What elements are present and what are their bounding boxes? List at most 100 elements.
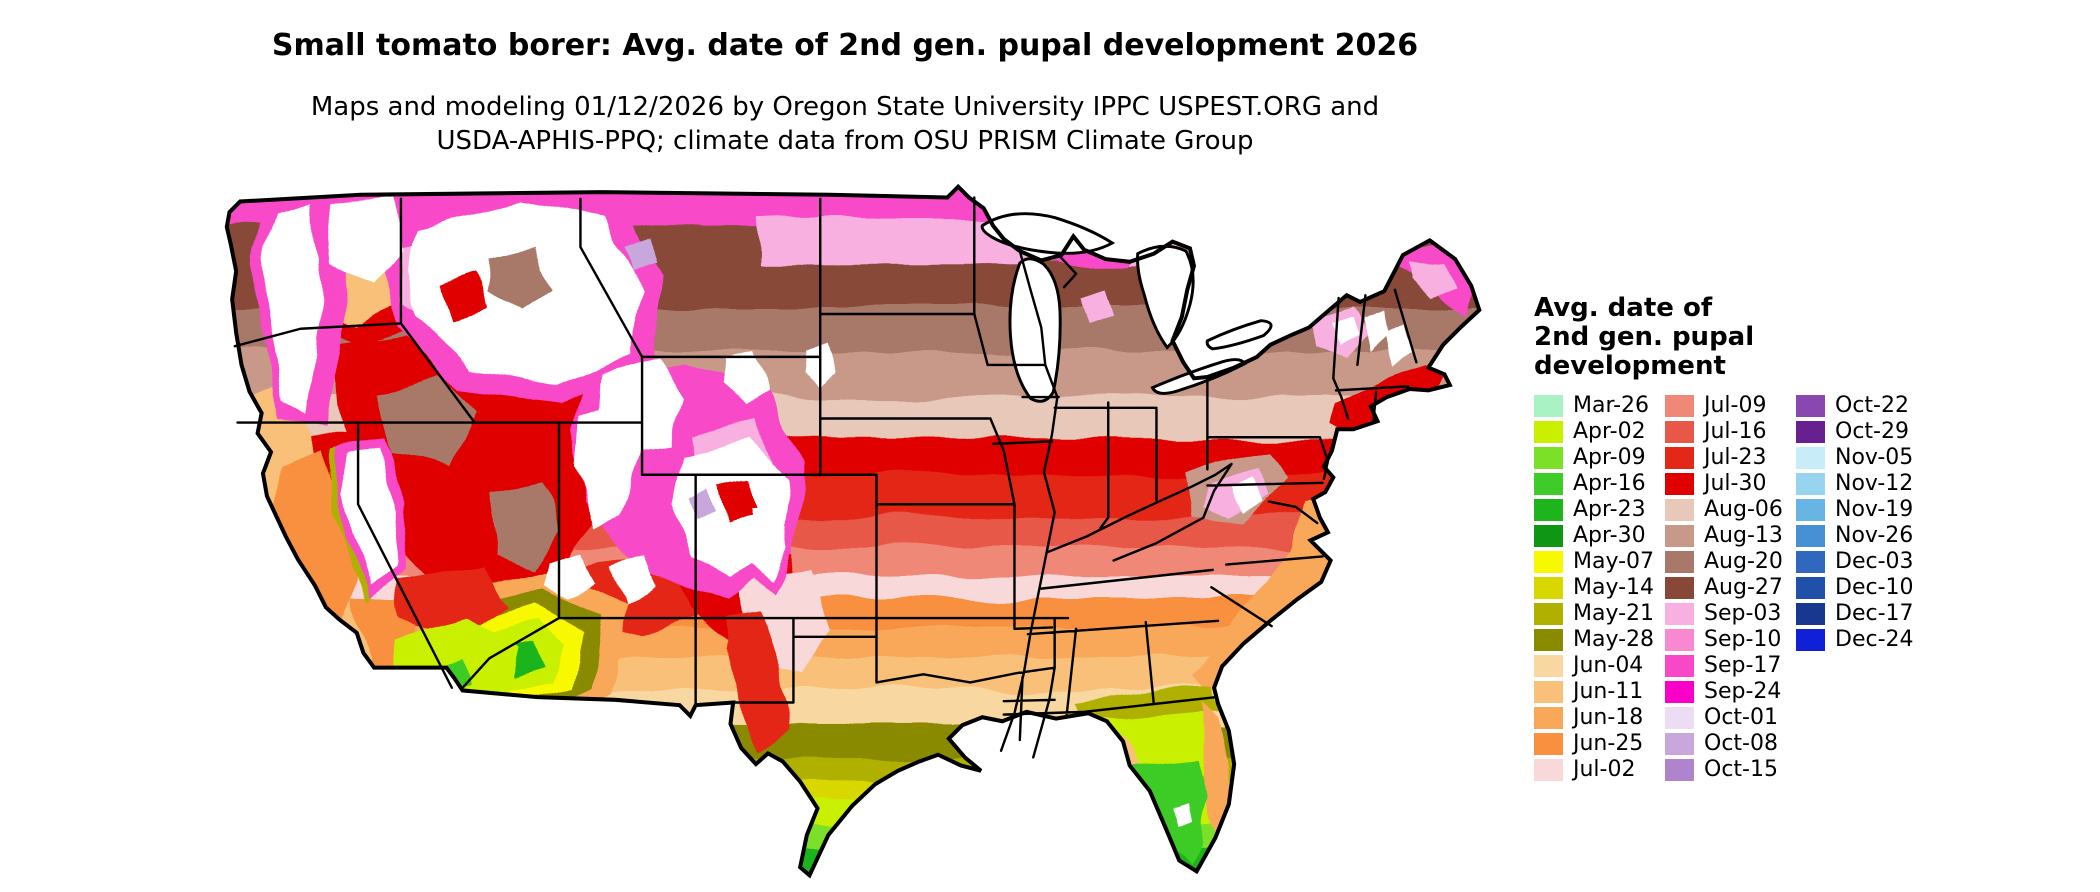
legend-entry: Sep-03: [1665, 603, 1782, 625]
legend-entry-label: May-21: [1573, 601, 1655, 626]
legend-entry-label: May-14: [1573, 575, 1655, 600]
legend-swatch: [1665, 577, 1694, 599]
legend-entry: Dec-24: [1796, 627, 1914, 652]
legend-entry-label: Jun-11: [1573, 679, 1644, 704]
legend-entry-label: Oct-15: [1704, 757, 1778, 782]
legend-entry-label: Aug-27: [1704, 575, 1783, 600]
legend-entry-label: Aug-06: [1704, 497, 1783, 522]
legend-entry-label: Nov-26: [1835, 523, 1914, 548]
legend-entry-label: Dec-10: [1835, 575, 1914, 600]
legend-entry: Nov-26: [1796, 525, 1913, 547]
legend-swatch: [1534, 395, 1563, 417]
legend-swatch: [1665, 421, 1694, 443]
legend-entry: Nov-19: [1796, 499, 1913, 521]
legend-entry-label: Apr-23: [1573, 497, 1646, 522]
legend-swatch: [1665, 707, 1694, 729]
legend-entry: Sep-17: [1665, 655, 1782, 677]
legend-entry: Jul-16: [1665, 421, 1782, 443]
legend-entry: Jul-09: [1665, 395, 1782, 417]
legend-swatch: [1665, 681, 1694, 703]
legend-swatch: [1534, 733, 1563, 755]
legend-entry: Oct-01: [1665, 707, 1782, 729]
legend-entry-label: Apr-02: [1573, 419, 1646, 444]
legend-entry: Mar-26: [1534, 395, 1651, 417]
legend-entry: Aug-20: [1665, 549, 1783, 574]
legend-entry: Jun-18: [1534, 707, 1651, 729]
legend-entry: Nov-12: [1796, 473, 1913, 495]
legend-entry-label: Sep-03: [1704, 601, 1782, 626]
legend-swatch: [1665, 603, 1694, 625]
legend-entry: Apr-23: [1534, 499, 1651, 521]
legend-entry: Dec-17: [1796, 601, 1914, 626]
map-subtitle: Maps and modeling 01/12/2026 by Oregon S…: [0, 90, 1690, 158]
legend-entry: Oct-08: [1665, 733, 1782, 755]
legend-entry: Jul-02: [1534, 759, 1651, 781]
legend-swatch: [1796, 525, 1825, 547]
us-map: [200, 164, 1486, 886]
legend-col-2: Jul-09 Jul-16 Jul-23 Jul-30 Aug-06 Aug-13 Aug-…: [1665, 395, 1783, 782]
legend-entry-label: Jul-09: [1704, 393, 1767, 418]
legend-entry: Apr-30: [1534, 525, 1651, 547]
map-color-bands: [226, 186, 1480, 876]
legend-swatch: [1534, 759, 1563, 781]
legend-entry: Sep-10: [1665, 629, 1782, 651]
legend-entry-label: Nov-12: [1835, 471, 1914, 496]
legend-entry-label: Nov-05: [1835, 445, 1914, 470]
legend-entry: Dec-10: [1796, 575, 1914, 600]
legend-entry: Oct-29: [1796, 421, 1913, 443]
legend-swatch: [1534, 499, 1563, 521]
lake-ontario: [1205, 319, 1273, 351]
legend-entry-label: Oct-22: [1835, 393, 1909, 418]
us-map-svg: [224, 183, 1482, 879]
legend-col-1: Mar-26 Apr-02 Apr-09 Apr-16 Apr-23 Apr-30 May-…: [1534, 395, 1655, 781]
legend-swatch: [1796, 447, 1825, 469]
legend-swatch: [1796, 421, 1825, 443]
legend-entry-label: Nov-19: [1835, 497, 1914, 522]
legend-swatch: [1665, 499, 1694, 521]
legend-entry-label: Dec-17: [1835, 601, 1914, 626]
legend-columns: Mar-26 Apr-02 Apr-09 Apr-16 Apr-23 Apr-30 May-…: [1534, 395, 1954, 781]
subtitle-line-1: Maps and modeling 01/12/2026 by Oregon S…: [310, 92, 1380, 122]
legend-entry: Apr-16: [1534, 473, 1651, 495]
legend-swatch: [1665, 525, 1694, 547]
legend-swatch: [1534, 447, 1563, 469]
legend-entry-label: Oct-01: [1704, 705, 1778, 730]
legend-entry-label: Jun-18: [1573, 705, 1644, 730]
legend-entry-label: Jul-02: [1573, 757, 1636, 782]
legend-swatch: [1534, 577, 1563, 599]
legend-entry: Sep-24: [1665, 681, 1782, 703]
legend-swatch: [1665, 551, 1694, 573]
map-state-borders: [233, 196, 1418, 759]
legend-entry: Aug-13: [1665, 523, 1783, 548]
legend-swatch: [1665, 759, 1694, 781]
legend-swatch: [1665, 395, 1694, 417]
legend-entry-label: Mar-26: [1573, 393, 1650, 418]
legend-entry-label: Jun-25: [1573, 731, 1644, 756]
legend-col-3: Oct-22 Oct-29 Nov-05 Nov-12 Nov-19 Nov-26 Dec-…: [1796, 393, 1914, 652]
legend-entry-label: Sep-10: [1704, 627, 1782, 652]
legend-entry: Jul-23: [1665, 447, 1782, 469]
legend-entry-label: Aug-20: [1704, 549, 1783, 574]
legend-entry-label: Apr-09: [1573, 445, 1646, 470]
legend-swatch: [1534, 655, 1563, 677]
legend-entry: May-21: [1534, 601, 1655, 626]
legend-swatch: [1665, 629, 1694, 651]
legend-swatch: [1796, 577, 1825, 599]
legend-swatch: [1534, 629, 1563, 651]
legend-entry: May-14: [1534, 575, 1655, 600]
legend-entry-label: Jul-23: [1704, 445, 1767, 470]
legend-entry: Jun-25: [1534, 733, 1651, 755]
legend-entry: Jul-30: [1665, 473, 1782, 495]
legend-entry: Nov-05: [1796, 447, 1913, 469]
legend-swatch: [1534, 551, 1563, 573]
legend-swatch: [1534, 473, 1563, 495]
legend-entry: May-07: [1534, 551, 1654, 573]
legend-title: Avg. date of 2nd gen. pupal development: [1534, 294, 1794, 381]
legend-swatch: [1534, 525, 1563, 547]
legend-entry-label: Dec-24: [1835, 627, 1914, 652]
legend-entry-label: May-28: [1573, 627, 1655, 652]
legend-swatch: [1665, 447, 1694, 469]
legend-entry-label: Aug-13: [1704, 523, 1783, 548]
legend-entry-label: Jul-30: [1704, 471, 1767, 496]
